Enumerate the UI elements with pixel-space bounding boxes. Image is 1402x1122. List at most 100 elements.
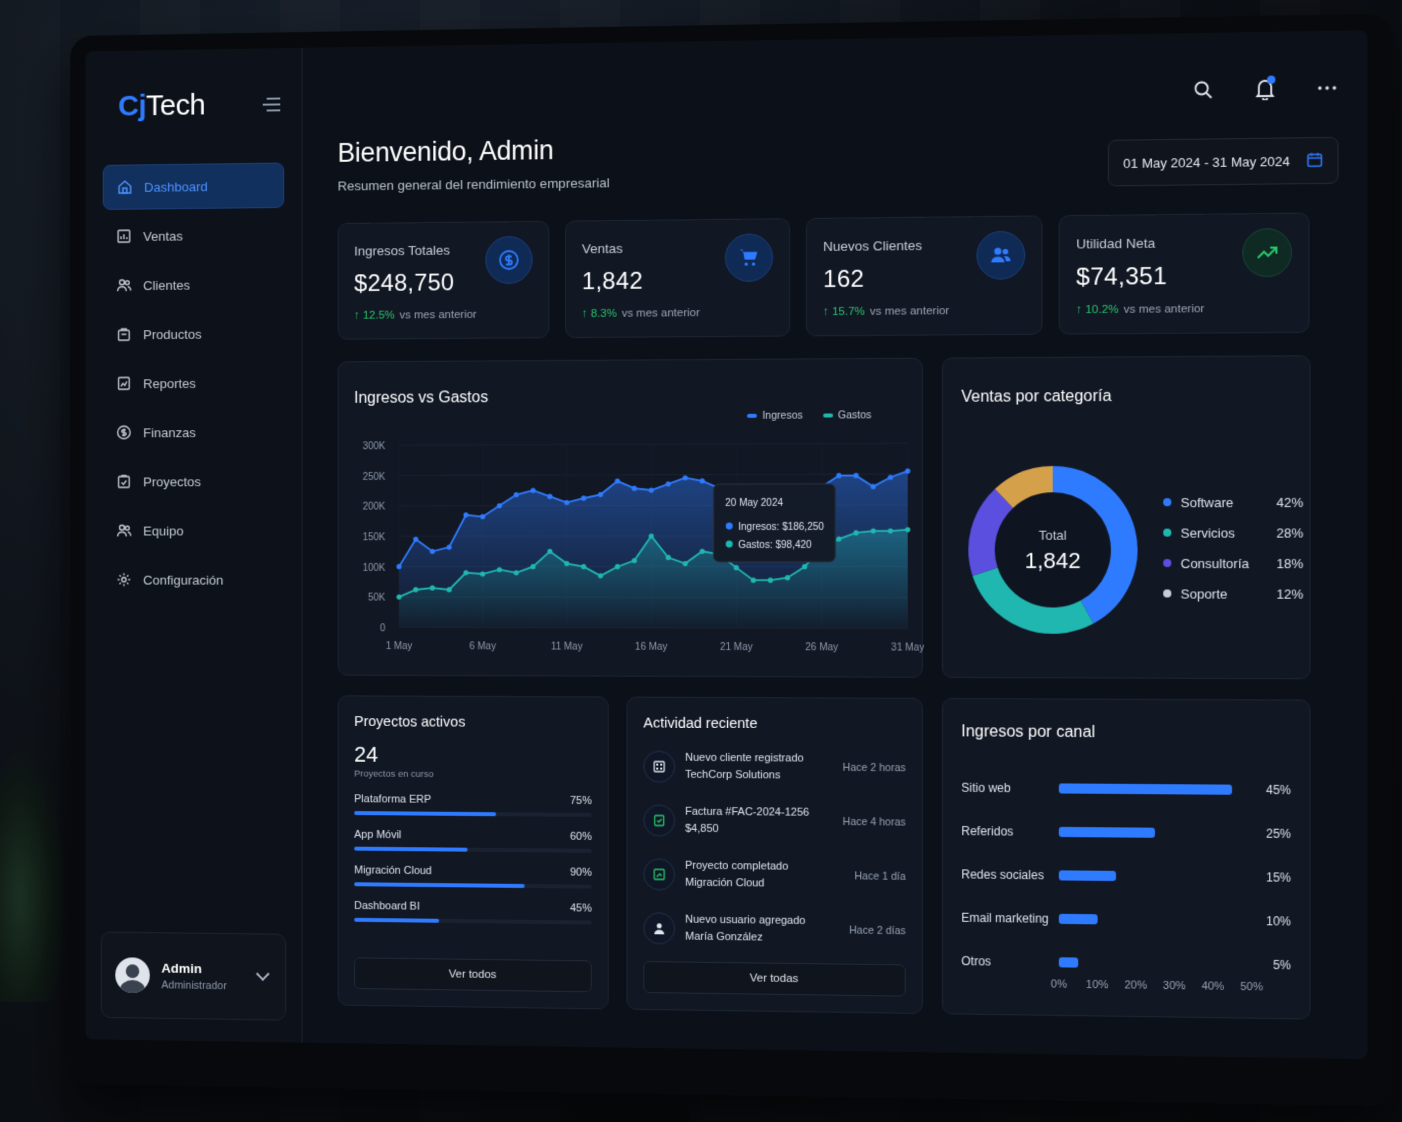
- kpi-card-clientes[interactable]: Nuevos Clientes 162 ↑ 15.7% vs mes anteri…: [806, 215, 1043, 336]
- activity-item[interactable]: Proyecto completado Migración Cloud Hace 1…: [643, 847, 905, 904]
- report-icon: [116, 376, 131, 392]
- home-icon: [117, 179, 132, 195]
- sidebar-item-reportes[interactable]: Reportes: [103, 360, 284, 406]
- canal-row[interactable]: Redes sociales 15%: [961, 864, 1291, 888]
- data-point-gastos: [615, 564, 620, 569]
- data-point-gastos: [497, 567, 502, 572]
- kpi-card-ventas[interactable]: Ventas 1,842 ↑ 8.3% vs mes anterior: [565, 218, 790, 338]
- canal-bar: [1059, 914, 1097, 925]
- users-icon: [116, 277, 131, 293]
- sidebar-item-label: Productos: [143, 326, 202, 341]
- canal-bar-chart: Sitio web 45% Referidos 25% Redes sociales 15…: [943, 699, 1309, 701]
- activity-detail: Migración Cloud: [685, 875, 788, 893]
- projects-count-label: Proyectos en curso: [354, 769, 592, 782]
- sidebar-nav: Dashboard Ventas Clientes Productos Repo…: [103, 163, 284, 603]
- data-point-gastos: [598, 573, 603, 578]
- arrow-up-icon: ↑ 10.2%: [1076, 304, 1118, 316]
- x-tick-label: 21 May: [720, 642, 753, 653]
- projects-list: Plataforma ERP 75% App Móvil 60% Migración C…: [354, 793, 592, 924]
- building-icon: [643, 751, 675, 783]
- canal-row[interactable]: Sitio web 45%: [961, 778, 1291, 801]
- sidebar-item-label: Finanzas: [143, 425, 196, 440]
- arrow-up-icon: ↑ 15.7%: [823, 306, 865, 318]
- tooltip-ingresos: Ingresos: $186,250: [738, 522, 824, 533]
- x-tick-label: 31 May: [891, 642, 924, 653]
- data-point-gastos: [836, 536, 841, 541]
- sidebar-item-label: Clientes: [143, 277, 190, 292]
- sidebar-item-productos[interactable]: Productos: [103, 310, 284, 357]
- activity-time: Hace 1 día: [854, 870, 905, 883]
- kpi-change: ↑ 8.3% vs mes anterior: [582, 307, 773, 320]
- more-icon[interactable]: [1316, 77, 1339, 100]
- data-point-ingresos: [547, 494, 552, 499]
- data-point-gastos: [768, 578, 773, 583]
- data-point-gastos: [564, 561, 569, 566]
- sidebar-item-label: Reportes: [143, 376, 196, 391]
- sidebar-item-finanzas[interactable]: Finanzas: [103, 409, 284, 455]
- data-point-gastos: [430, 585, 435, 590]
- activity-item[interactable]: Factura #FAC-2024-1256 $4,850 Hace 4 horas: [643, 793, 905, 849]
- user-name: Admin: [161, 960, 226, 976]
- canal-row[interactable]: Otros 5%: [961, 951, 1291, 975]
- canal-bar: [1059, 870, 1117, 881]
- donut-chart[interactable]: Total 1,842: [953, 457, 1157, 660]
- legend-servicios: Servicios 28%: [1163, 517, 1303, 548]
- data-point-gastos: [853, 530, 858, 535]
- project-row[interactable]: App Móvil 60%: [354, 829, 592, 853]
- check-icon: [643, 858, 675, 890]
- y-tick-label: 300K: [363, 441, 386, 452]
- canal-label: Redes sociales: [961, 867, 1059, 882]
- project-row[interactable]: Migración Cloud 90%: [354, 864, 592, 888]
- canal-row[interactable]: Email marketing 10%: [961, 908, 1291, 932]
- canal-label: Email marketing: [961, 911, 1059, 926]
- date-range-picker[interactable]: 01 May 2024 - 31 May 2024: [1108, 137, 1339, 187]
- projects-count: 24: [354, 742, 592, 769]
- data-point-ingresos: [430, 549, 435, 554]
- area-chart[interactable]: 0 50K 100K 150K 200K 250K 300K 1 May 6 May 11 May…: [339, 359, 924, 679]
- kpi-card-utilidad[interactable]: Utilidad Neta $74,351 ↑ 10.2% vs mes ante…: [1059, 213, 1310, 335]
- data-point-ingresos: [683, 475, 688, 480]
- sidebar-item-clientes[interactable]: Clientes: [103, 261, 284, 308]
- activity-item[interactable]: Nuevo usuario agregado María González Hace…: [643, 901, 905, 958]
- user-card[interactable]: Admin Administrador: [101, 932, 286, 1021]
- ventas-categoria-card: Ventas por categoría Total 1,842 Software…: [942, 355, 1311, 679]
- data-point-gastos: [397, 594, 402, 599]
- canal-track: [1059, 783, 1252, 795]
- grid-line: [399, 443, 908, 445]
- dollar-circle-icon: [485, 236, 532, 284]
- data-point-gastos: [666, 555, 671, 560]
- sidebar-item-ventas[interactable]: Ventas: [103, 212, 284, 259]
- ver-todos-button[interactable]: Ver todos: [354, 957, 592, 992]
- chevron-down-icon[interactable]: [256, 967, 270, 981]
- page-subtitle: Resumen general del rendimiento empresar…: [338, 175, 610, 193]
- project-pct: 75%: [570, 795, 592, 807]
- menu-toggle-icon[interactable]: [263, 98, 280, 112]
- tooltip-dot-ingresos: [726, 522, 733, 529]
- avatar: [115, 957, 150, 993]
- activity-title: Nuevo usuario agregado: [685, 912, 805, 930]
- activity-detail: $4,850: [685, 821, 809, 839]
- sidebar-item-proyectos[interactable]: Proyectos: [103, 458, 284, 504]
- sidebar-item-dashboard[interactable]: Dashboard: [103, 163, 284, 210]
- project-name: App Móvil: [354, 829, 401, 841]
- canal-row[interactable]: Referidos 25%: [961, 821, 1291, 844]
- sidebar-item-equipo[interactable]: Equipo: [103, 508, 284, 553]
- sidebar-item-configuracion[interactable]: Configuración: [103, 557, 284, 602]
- data-point-gastos: [905, 527, 910, 532]
- data-point-gastos: [463, 570, 468, 575]
- progress-track: [354, 918, 592, 925]
- progress-fill: [354, 882, 525, 888]
- data-point-ingresos: [905, 468, 910, 473]
- gear-icon: [116, 572, 131, 588]
- ingresos-gastos-card: Ingresos vs Gastos Ingresos Gastos 0 50K 1…: [338, 358, 923, 678]
- search-icon[interactable]: [1192, 79, 1215, 102]
- ver-todas-button[interactable]: Ver todas: [643, 961, 905, 997]
- section-title: Proyectos activos: [354, 714, 592, 731]
- kpi-card-ingresos[interactable]: Ingresos Totales $248,750 ↑ 12.5% vs mes …: [338, 221, 550, 340]
- data-point-gastos: [751, 578, 756, 583]
- project-row[interactable]: Plataforma ERP 75%: [354, 793, 592, 817]
- canal-track: [1059, 914, 1252, 926]
- activity-item[interactable]: Nuevo cliente registrado TechCorp Solutio…: [643, 740, 905, 796]
- project-row[interactable]: Dashboard BI 45%: [354, 900, 592, 925]
- bell-icon[interactable]: [1254, 78, 1277, 101]
